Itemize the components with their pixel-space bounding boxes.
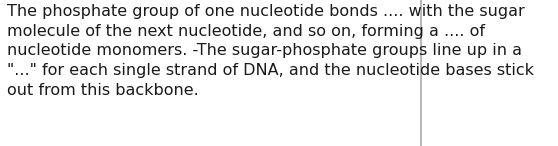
Text: The phosphate group of one nucleotide bonds .... with the sugar
molecule of the : The phosphate group of one nucleotide bo… (7, 4, 533, 98)
